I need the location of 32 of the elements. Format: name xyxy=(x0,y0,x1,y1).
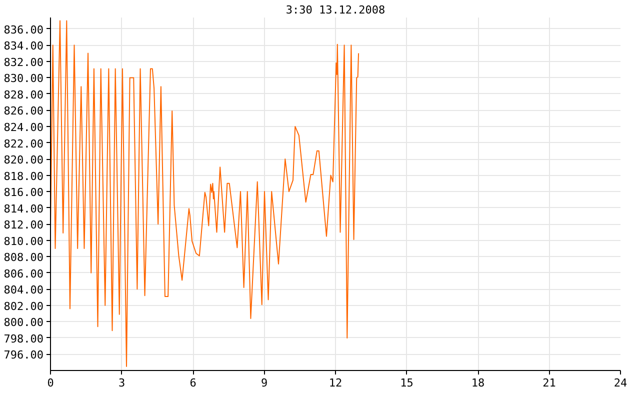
y-tick-label: 818.00 xyxy=(4,170,44,183)
y-tick-label: 804.00 xyxy=(4,284,44,297)
chart-title: 3:30 13.12.2008 xyxy=(286,4,386,16)
y-tick-label: 806.00 xyxy=(4,267,44,280)
line-series xyxy=(50,20,360,367)
y-tick-label: 820.00 xyxy=(4,154,44,167)
y-tick-label: 822.00 xyxy=(4,137,44,150)
y-tick-label: 826.00 xyxy=(4,104,44,118)
x-tick-label: 9 xyxy=(260,376,268,390)
x-tick-label: 6 xyxy=(190,376,196,390)
y-tick-label: 836.00 xyxy=(4,23,44,36)
y-tick-label: 800.00 xyxy=(4,316,44,330)
x-tick-label: 24 xyxy=(614,376,628,390)
y-tick-label: 802.00 xyxy=(4,300,44,313)
x-tick-label: 3 xyxy=(118,376,126,390)
y-tick-label: 828.00 xyxy=(4,88,44,102)
y-tick-label: 798.00 xyxy=(4,332,44,346)
y-tick-label: 824.00 xyxy=(4,120,44,134)
y-tick-label: 832.00 xyxy=(4,56,44,69)
y-tick-label: 796.00 xyxy=(4,348,44,362)
y-tick-label: 814.00 xyxy=(4,202,44,216)
x-tick-label: 0 xyxy=(47,376,54,390)
x-tick-label: 12 xyxy=(328,376,342,390)
x-tick-label: 15 xyxy=(400,376,414,390)
x-tick-label: 18 xyxy=(471,376,485,390)
y-tick-label: 816.00 xyxy=(4,186,44,200)
y-tick-label: 830.00 xyxy=(4,72,44,86)
y-tick-label: 810.00 xyxy=(4,234,44,248)
x-tick-label: 21 xyxy=(542,376,556,390)
y-tick-label: 834.00 xyxy=(4,40,44,53)
y-tick-label: 808.00 xyxy=(4,251,44,264)
y-tick-label: 812.00 xyxy=(4,218,44,232)
